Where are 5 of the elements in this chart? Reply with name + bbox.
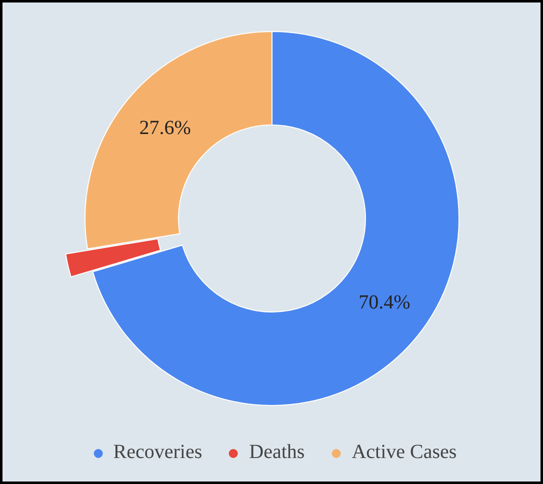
data-label: 27.6% <box>139 116 191 139</box>
legend-label: Deaths <box>249 441 305 464</box>
data-label: 70.4% <box>358 291 410 314</box>
legend-label: Active Cases <box>352 441 457 464</box>
legend-label: Recoveries <box>113 441 202 464</box>
